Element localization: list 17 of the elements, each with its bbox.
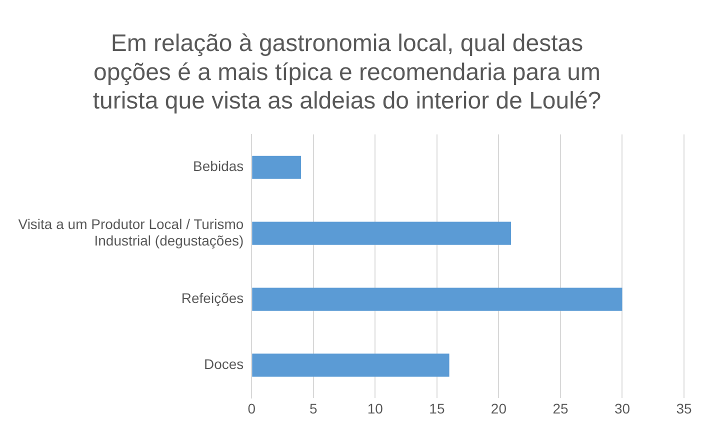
bar [252, 222, 512, 245]
x-tick-label: 15 [429, 400, 445, 416]
x-tick-label: 0 [248, 400, 256, 416]
bar [252, 156, 302, 179]
x-tick-label: 35 [676, 400, 692, 416]
y-tick-label: Visita a um Produtor Local / Turismo Industrial (degustações) [18, 216, 244, 249]
bar [252, 354, 450, 377]
x-tick-label: 30 [614, 400, 630, 416]
x-tick-label: 5 [310, 400, 318, 416]
x-tick-label: 20 [490, 400, 507, 416]
y-tick-label: Refeições [181, 290, 244, 306]
y-tick-label: Doces [204, 356, 244, 372]
bar [252, 288, 622, 311]
x-tick-label: 25 [552, 400, 568, 416]
chart-title: Em relação à gastronomia local, qual destas opções é a mais típica e recomendaria para um turista que vista as aldeias do interior de Loulé? [92, 30, 602, 115]
x-tick-label: 10 [367, 400, 384, 416]
y-tick-label: Bebidas [193, 158, 244, 174]
